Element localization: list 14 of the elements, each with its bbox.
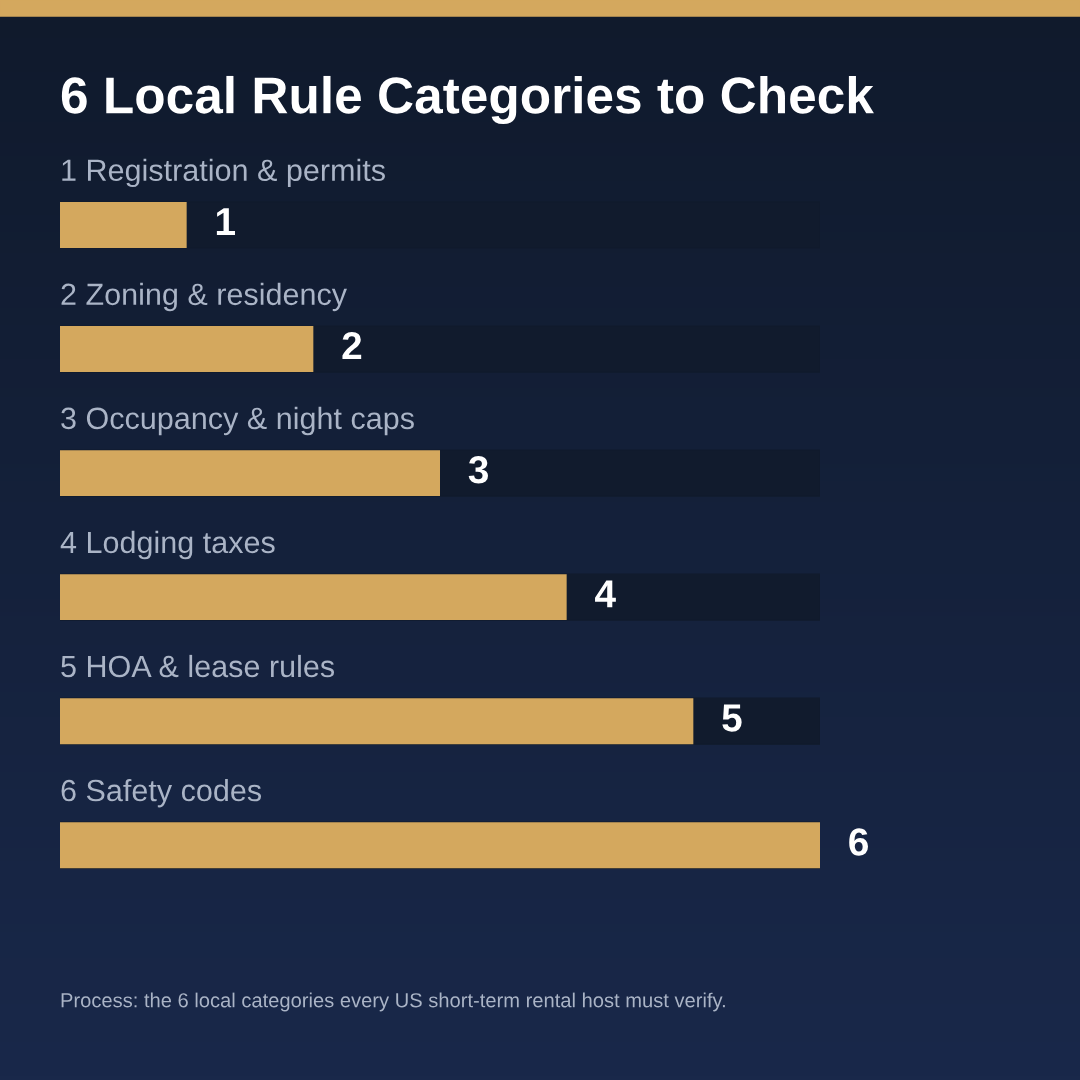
y-tick-label: 5 HOA & lease rules bbox=[61, 654, 335, 678]
data-label: 2 bbox=[342, 331, 362, 360]
chart-title: 6 Local Rule Categories to Check bbox=[61, 75, 874, 125]
data-label: 1 bbox=[216, 208, 235, 236]
y-tick-label: 3 Occupancy & night caps bbox=[61, 406, 414, 436]
y-tick-label: 6 Safety codes bbox=[61, 778, 262, 808]
y-tick-label: 1 Registration & permits bbox=[62, 158, 385, 188]
y-tick-label: 2 Zoning & residency bbox=[61, 282, 347, 312]
data-label: 3 bbox=[468, 455, 488, 484]
data-label: 6 bbox=[849, 828, 868, 856]
data-label: 5 bbox=[722, 704, 742, 732]
y-tick-label: 4 Lodging taxes bbox=[60, 530, 275, 560]
text: Process: the 6 local categories every US short-term rental host must verify. bbox=[61, 992, 725, 1012]
data-label: 4 bbox=[595, 580, 616, 608]
